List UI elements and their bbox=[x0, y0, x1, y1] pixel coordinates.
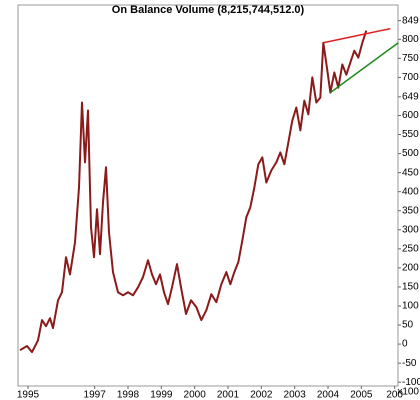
x-tick-label: 2004 bbox=[317, 390, 340, 400]
y-tick-label: 450 bbox=[402, 167, 419, 178]
y-tick-label: 150 bbox=[402, 282, 419, 293]
chart-title: On Balance Volume (8,215,744,512.0) bbox=[112, 4, 305, 16]
y-tick-label: 700 bbox=[402, 72, 419, 83]
x-tick-label: 2000 bbox=[184, 390, 207, 400]
x-tick-label: 2002 bbox=[250, 390, 273, 400]
y-tick-label: 250 bbox=[402, 243, 419, 254]
y-tick-label: 600 bbox=[402, 110, 419, 121]
y-tick-label: 0 bbox=[402, 339, 408, 350]
x-tick-label: 2005 bbox=[350, 390, 373, 400]
x-tick-label: 1997 bbox=[84, 390, 107, 400]
obv-line bbox=[19, 30, 368, 354]
y-tick-label: 50 bbox=[402, 320, 414, 331]
y-tick-label: 100 bbox=[402, 301, 419, 312]
x-tick-label: 2001 bbox=[217, 390, 240, 400]
x-tick-label: 200 bbox=[386, 390, 403, 400]
x-tick-label: 2003 bbox=[284, 390, 307, 400]
y-tick-label: 400 bbox=[402, 186, 419, 197]
y-tick-label: 800 bbox=[402, 34, 419, 45]
trendline bbox=[323, 27, 391, 44]
y-unit-label: x100 bbox=[397, 387, 419, 398]
y-tick-label: 750 bbox=[402, 53, 419, 64]
y-tick-label: 500 bbox=[402, 148, 419, 159]
y-tick-label: -100 bbox=[402, 377, 420, 388]
y-tick-label: -50 bbox=[402, 358, 417, 369]
y-tick-label: 849 bbox=[402, 15, 419, 26]
y-tick-label: 649 bbox=[402, 91, 419, 102]
y-tick-label: 350 bbox=[402, 205, 419, 216]
x-tick-label: 1995 bbox=[17, 390, 40, 400]
x-tick-label: 1998 bbox=[117, 390, 140, 400]
plot-frame bbox=[17, 4, 399, 387]
y-tick-label: 200 bbox=[402, 263, 419, 274]
y-tick-label: 300 bbox=[402, 224, 419, 235]
y-tick-label: 550 bbox=[402, 129, 419, 140]
trendline bbox=[329, 42, 399, 94]
x-tick-label: 1999 bbox=[150, 390, 173, 400]
